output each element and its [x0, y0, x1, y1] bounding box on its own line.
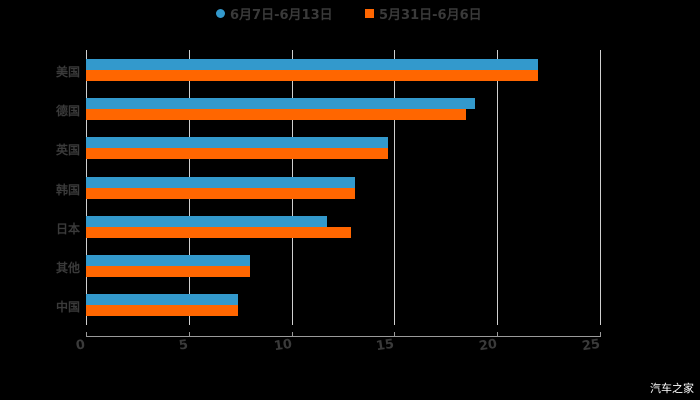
- x-tick: [600, 332, 601, 337]
- bar-series1[interactable]: [86, 176, 356, 188]
- plot-area: [86, 50, 601, 325]
- legend-item-series1[interactable]: 6月7日-6月13日: [216, 4, 333, 23]
- x-tick-label: 20: [478, 336, 499, 355]
- x-tick: [497, 332, 498, 337]
- bar-series1[interactable]: [86, 255, 251, 266]
- category-label: 其他: [55, 261, 80, 275]
- bar-series2[interactable]: [86, 148, 389, 160]
- x-tick-label: 25: [581, 336, 602, 355]
- gridline: [497, 50, 498, 325]
- category-label: 韩国: [55, 182, 80, 197]
- series1-dot-icon: [216, 9, 225, 18]
- x-tick-label: 10: [273, 336, 294, 355]
- x-tick: [86, 332, 87, 337]
- gridline: [394, 50, 395, 325]
- bar-series1[interactable]: [86, 137, 389, 149]
- x-axis-line: [86, 336, 600, 337]
- legend: 6月7日-6月13日 5月31日-6月6日: [0, 4, 700, 24]
- x-tick: [394, 332, 395, 337]
- category-label: 日本: [55, 221, 80, 236]
- bar-series1[interactable]: [86, 59, 539, 70]
- x-tick: [189, 332, 190, 337]
- legend-label-series1: 6月7日-6月13日: [230, 8, 333, 23]
- legend-label-series2: 5月31日-6月6日: [379, 8, 482, 23]
- gridline: [600, 50, 601, 325]
- bar-series1[interactable]: [86, 215, 327, 227]
- category-label: 德国: [55, 104, 80, 119]
- x-tick-label: 15: [375, 336, 396, 355]
- series2-square-icon: [365, 9, 374, 18]
- watermark: 汽车之家: [650, 382, 694, 395]
- bar-series2[interactable]: [86, 305, 239, 317]
- category-label: 英国: [55, 143, 80, 158]
- bar-series1[interactable]: [86, 98, 475, 110]
- x-tick-label: 0: [75, 337, 87, 354]
- category-label: 美国: [55, 65, 80, 79]
- bar-series1[interactable]: [86, 294, 239, 306]
- legend-item-series2[interactable]: 5月31日-6月6日: [365, 4, 482, 23]
- category-label: 中国: [55, 300, 80, 315]
- bar-series2[interactable]: [86, 109, 467, 121]
- bar-series2[interactable]: [86, 187, 356, 199]
- x-tick-label: 5: [178, 337, 190, 354]
- bar-series2[interactable]: [86, 70, 539, 81]
- x-tick: [292, 332, 293, 337]
- bar-series2[interactable]: [86, 266, 251, 277]
- bar-series2[interactable]: [86, 226, 352, 238]
